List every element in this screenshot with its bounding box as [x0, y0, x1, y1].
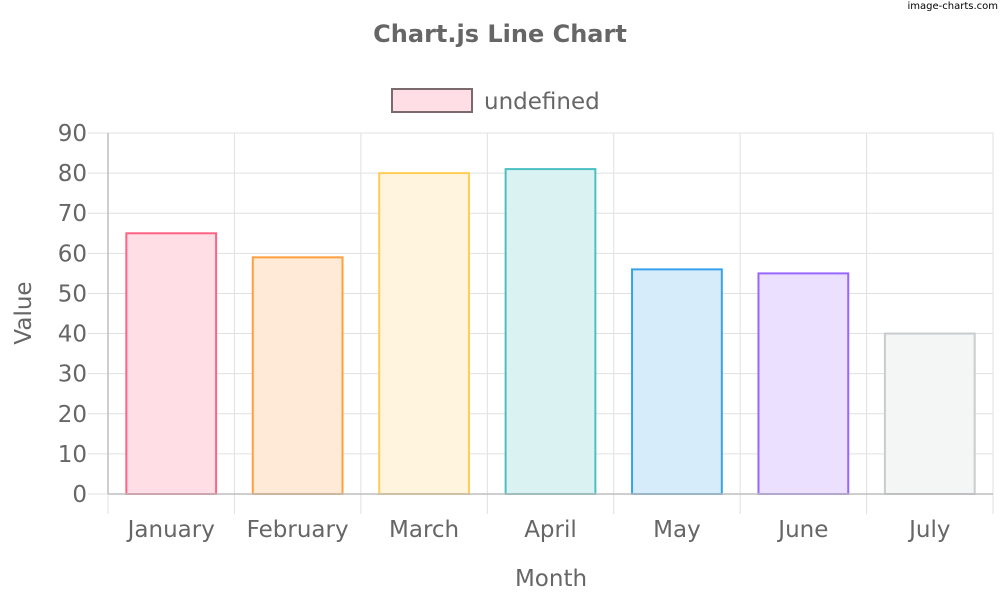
- x-tick-label: February: [247, 517, 349, 543]
- y-tick-label: 50: [58, 281, 87, 307]
- y-tick-label: 80: [58, 161, 87, 187]
- y-tick-label: 70: [58, 201, 87, 227]
- legend-swatch: [391, 88, 473, 113]
- x-axis-ticks: January February March April May June July: [126, 517, 951, 543]
- x-axis-title: Month: [515, 566, 587, 592]
- bar-february: [251, 256, 344, 495]
- bar-march: [378, 172, 470, 495]
- legend-label: undefined: [484, 89, 600, 115]
- x-tick-label: March: [389, 517, 459, 543]
- y-tick-label: 0: [72, 482, 87, 508]
- y-tick-label: 10: [58, 442, 87, 468]
- bar-may: [631, 268, 723, 495]
- bar-july: [883, 332, 976, 495]
- y-tick-label: 30: [58, 362, 87, 388]
- bar-january: [125, 232, 218, 495]
- y-tick-label: 40: [58, 322, 87, 348]
- x-tick-label: January: [126, 517, 215, 543]
- watermark: image-charts.com: [908, 1, 999, 12]
- x-tick-label: May: [653, 517, 701, 543]
- bar-june: [757, 272, 850, 495]
- axes: [107, 133, 993, 495]
- x-tick-label: June: [776, 517, 828, 543]
- chart-title: Chart.js Line Chart: [373, 20, 627, 48]
- x-tick-label: April: [524, 517, 577, 543]
- y-tick-label: 90: [58, 121, 87, 147]
- y-axis-ticks: 0 10 20 30 40 50 60 70 80 90: [58, 121, 87, 508]
- bars: [125, 168, 976, 495]
- y-tick-label: 60: [58, 241, 87, 267]
- legend: undefined: [391, 88, 600, 115]
- y-axis-title: Value: [11, 281, 37, 344]
- x-tick-label: July: [907, 517, 950, 543]
- bar-april: [504, 168, 597, 495]
- y-tick-label: 20: [58, 402, 87, 428]
